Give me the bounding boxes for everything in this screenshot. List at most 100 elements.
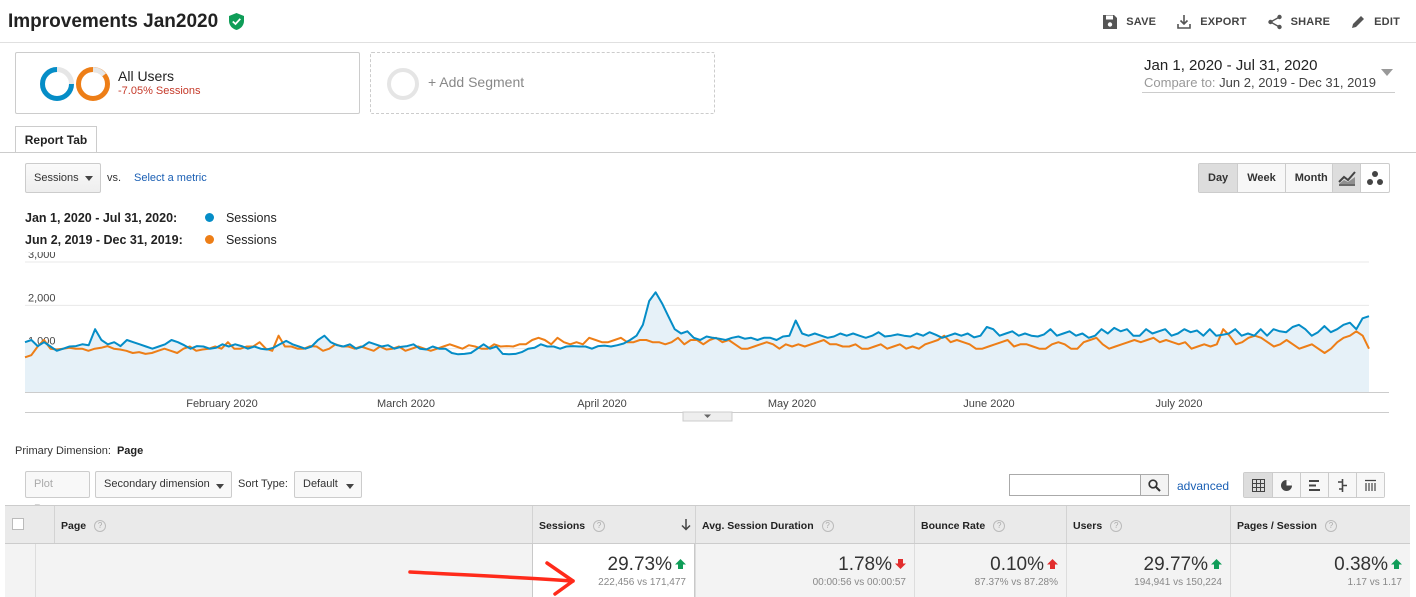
- metric-dropdown[interactable]: Sessions: [25, 163, 101, 193]
- search-button[interactable]: [1140, 474, 1169, 496]
- pivot-icon: [1365, 479, 1376, 491]
- legend-compare: Jun 2, 2019 - Dec 31, 2019: Sessions: [25, 233, 277, 247]
- x-tick-label: February 2020: [186, 398, 258, 410]
- export-button[interactable]: EXPORT: [1176, 14, 1246, 30]
- col-page[interactable]: Page?: [54, 506, 532, 543]
- help-icon[interactable]: ?: [993, 520, 1006, 532]
- sort-down-arrow-icon: [681, 519, 691, 531]
- date-range-picker[interactable]: Jan 1, 2020 - Jul 31, 2020 Compare to: J…: [1142, 55, 1395, 93]
- select-all-checkbox[interactable]: [12, 518, 24, 530]
- caret-down-icon: [85, 176, 93, 181]
- legend-dot: [205, 235, 215, 244]
- help-icon[interactable]: ?: [94, 520, 107, 532]
- table-search-input[interactable]: [1009, 474, 1169, 496]
- y-tick-label: 2,000: [28, 292, 56, 304]
- red-annotation-arrow: [408, 561, 575, 596]
- search-icon: [1148, 478, 1161, 492]
- up-arrow-green-icon: [1211, 559, 1222, 569]
- table-view-button[interactable]: [1244, 473, 1272, 497]
- primary-dimension: Primary Dimension: Page: [15, 445, 144, 457]
- total-pages-per-session: 0.38% 1.17 vs 1.17: [1230, 544, 1410, 597]
- week-button[interactable]: Week: [1237, 164, 1285, 192]
- tab-report[interactable]: Report Tab: [15, 126, 97, 153]
- report-title: Improvements Jan2020: [8, 11, 245, 33]
- segment-all-users[interactable]: All Users -7.05% Sessions: [15, 52, 360, 114]
- segment-name: All Users: [118, 68, 175, 84]
- share-icon: [1267, 14, 1282, 30]
- bar-view-button[interactable]: [1300, 473, 1328, 497]
- export-icon: [1177, 15, 1191, 29]
- report-header: Improvements Jan2020 SAVE EXPORT SHARE E…: [0, 0, 1416, 43]
- x-tick-label: May 2020: [768, 398, 816, 410]
- help-icon[interactable]: ?: [821, 520, 834, 532]
- date-range-compare: Compare to: Jun 2, 2019 - Dec 31, 2019: [1144, 75, 1377, 90]
- save-button[interactable]: SAVE: [1102, 14, 1156, 30]
- sort-type-label: Sort Type:: [238, 478, 288, 490]
- col-sessions[interactable]: Sessions?: [532, 506, 695, 543]
- col-users[interactable]: Users?: [1066, 506, 1230, 543]
- total-bounce-rate: 0.10% 87.37% vs 87.28%: [914, 544, 1066, 597]
- chevron-down-icon: [1381, 69, 1393, 76]
- x-tick-label: March 2020: [377, 398, 435, 410]
- chevron-down-icon: [704, 414, 711, 418]
- legend-current: Jan 1, 2020 - Jul 31, 2020: Sessions: [25, 211, 277, 225]
- advanced-filter-link[interactable]: advanced: [1177, 479, 1230, 493]
- secondary-dimension-dropdown[interactable]: Secondary dimension: [95, 471, 232, 498]
- x-tick-label: July 2020: [1155, 398, 1202, 410]
- help-icon[interactable]: ?: [1324, 520, 1337, 532]
- granularity-toggle: Day Week Month: [1198, 163, 1338, 193]
- comparison-icon: [1338, 478, 1347, 492]
- caret-down-icon: [216, 484, 224, 489]
- save-icon: [1103, 15, 1118, 29]
- series-area: [25, 292, 1369, 392]
- select-metric-link[interactable]: Select a metric: [134, 172, 207, 184]
- add-segment-button[interactable]: + Add Segment: [370, 52, 715, 114]
- x-tick-label: June 2020: [963, 398, 1014, 410]
- segment-change: -7.05% Sessions: [118, 85, 201, 97]
- col-bounce-rate[interactable]: Bounce Rate?: [914, 506, 1066, 543]
- totals-row: 29.73% 222,456 vs 171,477 1.78% 00:00:56…: [5, 544, 1410, 597]
- sort-type-dropdown[interactable]: Default: [294, 471, 362, 498]
- down-arrow-red-icon: [895, 559, 906, 569]
- up-arrow-green-icon: [1391, 559, 1402, 569]
- comparison-view-button[interactable]: [1328, 473, 1356, 497]
- pivot-view-button[interactable]: [1356, 473, 1384, 497]
- verified-shield-icon: [229, 13, 245, 30]
- line-chart-button[interactable]: [1333, 164, 1361, 192]
- series-line-current: [24, 291, 1370, 356]
- series-line-compare: [24, 328, 1370, 359]
- table-view-toggle: [1243, 472, 1385, 498]
- add-segment-label: + Add Segment: [428, 74, 525, 90]
- up-arrow-red-icon: [1047, 559, 1058, 569]
- primary-dimension-page[interactable]: Page: [116, 445, 144, 457]
- table-header: Page? Sessions? Avg. Session Duration? B…: [5, 505, 1410, 544]
- month-button[interactable]: Month: [1284, 164, 1337, 192]
- pie-chart-icon: [1281, 479, 1292, 491]
- edit-button[interactable]: EDIT: [1350, 14, 1400, 30]
- col-pages-per-session[interactable]: Pages / Session?: [1230, 506, 1410, 543]
- up-arrow-green-icon: [675, 559, 686, 569]
- x-tick-label: April 2020: [577, 398, 627, 410]
- plot-rows-button[interactable]: Plot Rows: [25, 471, 90, 515]
- y-tick-label: 3,000: [28, 252, 56, 261]
- total-avg-session-duration: 1.78% 00:00:56 vs 00:00:57: [695, 544, 914, 597]
- vs-label: vs.: [107, 172, 122, 184]
- help-icon[interactable]: ?: [1110, 520, 1123, 532]
- total-users: 29.77% 194,941 vs 150,224: [1066, 544, 1230, 597]
- select-all-cell: [5, 506, 35, 543]
- motion-chart-button[interactable]: [1361, 164, 1389, 192]
- help-icon[interactable]: ?: [593, 520, 606, 532]
- segment-rings-icon: [40, 67, 110, 101]
- day-button[interactable]: Day: [1199, 164, 1238, 192]
- share-button[interactable]: SHARE: [1267, 14, 1331, 30]
- col-avg-session-duration[interactable]: Avg. Session Duration?: [695, 506, 914, 543]
- line-chart-icon: [1337, 171, 1356, 186]
- bar-chart-icon: [1309, 479, 1320, 491]
- caret-down-icon: [346, 484, 354, 489]
- empty-ring-icon: [387, 68, 419, 100]
- motion-chart-icon: [1367, 171, 1383, 185]
- pie-view-button[interactable]: [1272, 473, 1300, 497]
- date-range-main: Jan 1, 2020 - Jul 31, 2020: [1144, 57, 1318, 74]
- grid-icon: [1251, 478, 1265, 492]
